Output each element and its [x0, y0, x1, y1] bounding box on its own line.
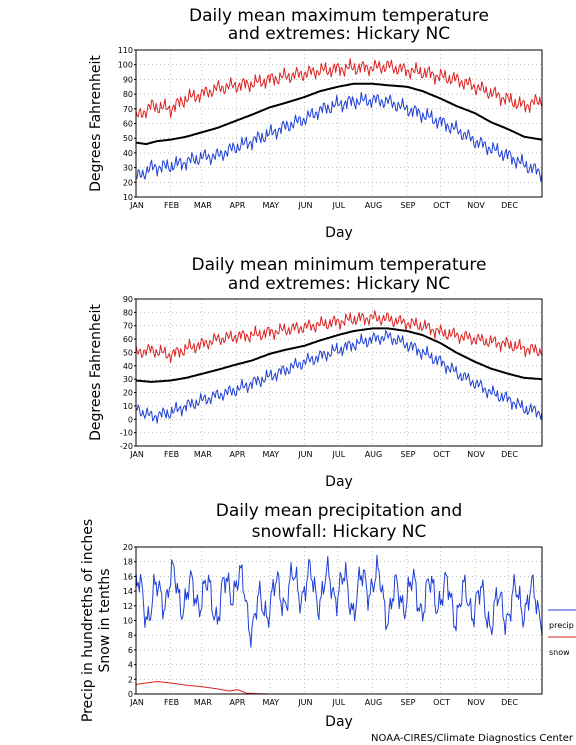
legend-label-snow: snow — [549, 648, 570, 657]
month-label: SEP — [401, 201, 416, 210]
credit-text: NOAA-CIRES/Climate Diagnostics Center — [371, 733, 574, 744]
chart-title: Daily mean minimum temperature — [192, 255, 487, 275]
series-line-snow — [135, 681, 542, 695]
y-axis-label: Degrees Fahrenheit — [88, 304, 104, 441]
month-label: AUG — [365, 698, 383, 707]
y-tick-label: 14 — [123, 587, 133, 596]
y-axis-label: Degrees Fahrenheit — [88, 55, 104, 192]
y-tick-label: 90 — [123, 295, 133, 304]
y-tick-label: -10 — [120, 429, 133, 438]
month-label: MAR — [194, 450, 212, 459]
month-label: MAY — [263, 450, 280, 459]
y-tick-label: 20 — [123, 389, 133, 398]
y-tick-label: 6 — [128, 646, 133, 655]
series-line-max — [135, 58, 543, 119]
y-tick-label: 10 — [123, 193, 133, 202]
month-label: JAN — [129, 698, 144, 707]
y-tick-label: 60 — [123, 335, 133, 344]
month-label: NOV — [467, 201, 485, 210]
plot-frame — [135, 298, 543, 447]
month-label: JAN — [129, 201, 144, 210]
month-label: FEB — [164, 698, 179, 707]
month-label: JUN — [297, 450, 312, 459]
y-tick-label: 50 — [123, 348, 133, 357]
y-tick-label: 80 — [123, 90, 133, 99]
y-tick-label: 70 — [123, 322, 133, 331]
month-label: JUL — [332, 201, 346, 210]
x-axis-label: Day — [325, 714, 353, 730]
month-label: SEP — [401, 698, 416, 707]
y-tick-label: 0 — [128, 415, 133, 424]
y-tick-label: 110 — [118, 46, 133, 55]
y-tick-label: 16 — [123, 572, 133, 581]
x-axis-label: Day — [325, 474, 353, 490]
y-tick-label: 12 — [123, 602, 133, 611]
series-line-min — [135, 92, 543, 182]
y-tick-label: 20 — [123, 178, 133, 187]
month-label: FEB — [164, 450, 179, 459]
y-axis-label: Precip in hundreths of inches — [80, 519, 96, 722]
y-tick-label: 10 — [123, 402, 133, 411]
y-tick-label: 20 — [123, 543, 133, 552]
month-label: DEC — [501, 450, 518, 459]
plot-frame — [135, 49, 543, 198]
month-label: NOV — [467, 450, 485, 459]
y-axis-label-2: Snow in tenths — [97, 568, 113, 672]
y-tick-label: 100 — [118, 61, 133, 70]
legend-label-precip: precip — [549, 621, 574, 630]
month-label: SEP — [401, 450, 416, 459]
month-label: NOV — [467, 698, 485, 707]
month-label: APR — [229, 450, 245, 459]
y-tick-label: 2 — [128, 675, 133, 684]
y-tick-label: 18 — [123, 558, 133, 567]
month-label: OCT — [433, 698, 450, 707]
month-label: JUN — [297, 698, 312, 707]
month-label: MAR — [194, 698, 212, 707]
chart-title: Daily mean precipitation and — [216, 501, 463, 521]
month-label: AUG — [365, 450, 383, 459]
month-label: JUL — [332, 450, 346, 459]
month-label: MAY — [263, 201, 280, 210]
chart-subtitle: and extremes: Hickary NC — [228, 274, 450, 294]
x-axis-label: Day — [325, 225, 353, 241]
y-tick-label: 90 — [123, 75, 133, 84]
y-tick-label: 40 — [123, 149, 133, 158]
month-label: APR — [229, 698, 245, 707]
y-tick-label: 8 — [128, 631, 133, 640]
y-tick-label: 40 — [123, 362, 133, 371]
series-line-mean — [135, 327, 543, 383]
month-label: APR — [229, 201, 245, 210]
month-label: MAY — [263, 698, 280, 707]
month-label: OCT — [433, 450, 450, 459]
series-line-precip — [135, 554, 543, 648]
chart-title: Daily mean maximum temperature — [189, 6, 489, 26]
plot-frame — [135, 546, 543, 695]
month-label: OCT — [433, 201, 450, 210]
month-label: JUN — [297, 201, 312, 210]
y-tick-label: 30 — [123, 375, 133, 384]
month-label: DEC — [501, 698, 518, 707]
month-label: AUG — [365, 201, 383, 210]
month-label: MAR — [194, 201, 212, 210]
y-tick-label: -20 — [120, 442, 133, 451]
series-line-min — [135, 330, 543, 424]
y-tick-label: 30 — [123, 164, 133, 173]
y-tick-label: 60 — [123, 120, 133, 129]
chart-subtitle: snowfall: Hickary NC — [252, 522, 427, 542]
chart-subtitle: and extremes: Hickary NC — [228, 24, 450, 44]
y-tick-label: 10 — [123, 617, 133, 626]
series-line-mean — [135, 82, 543, 146]
y-tick-label: 4 — [128, 661, 133, 670]
y-tick-label: 70 — [123, 105, 133, 114]
month-label: JAN — [129, 450, 144, 459]
y-tick-label: 80 — [123, 308, 133, 317]
month-label: JUL — [332, 698, 346, 707]
month-label: DEC — [501, 201, 518, 210]
month-label: FEB — [164, 201, 179, 210]
series-line-max — [135, 310, 543, 363]
y-tick-label: 50 — [123, 134, 133, 143]
y-tick-label: 0 — [128, 690, 133, 699]
